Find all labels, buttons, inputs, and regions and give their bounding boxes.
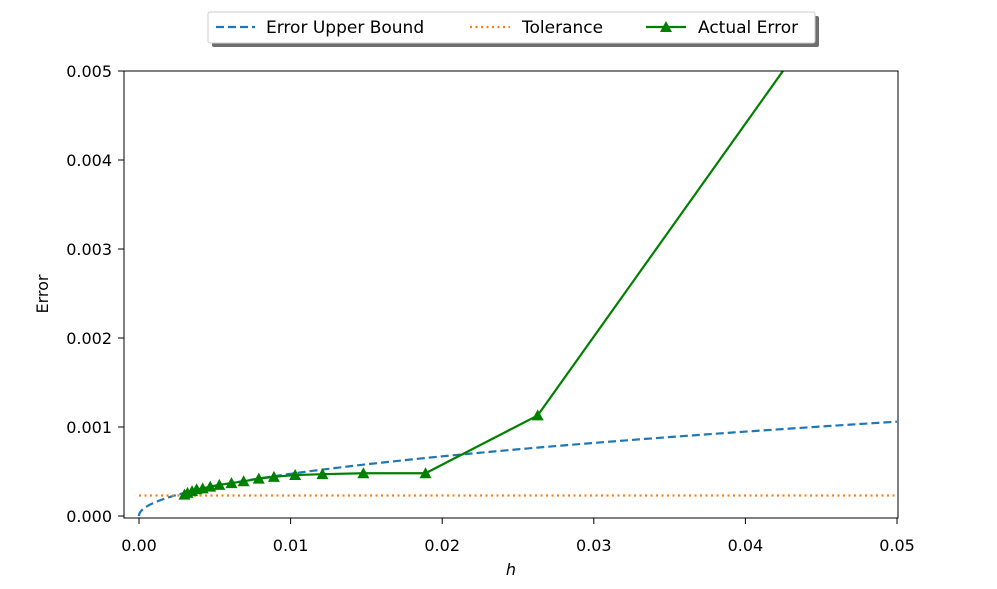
- series-layer: [137, 71, 898, 516]
- actual-error-point: [237, 475, 250, 487]
- plot-frame: [123, 70, 899, 519]
- x-tick-label: 0.03: [576, 536, 612, 555]
- x-tick-label: 0.02: [424, 536, 460, 555]
- x-tick-label: 0.00: [121, 536, 157, 555]
- actual-error-point: [267, 470, 280, 482]
- y-tick-label: 0.000: [66, 507, 112, 526]
- legend-label-tolerance: Tolerance: [521, 18, 603, 38]
- actual-error-point: [213, 478, 226, 490]
- actual-error-point: [252, 472, 265, 484]
- y-tick-label: 0.005: [66, 62, 112, 81]
- actual-error-point: [289, 469, 302, 481]
- actual-error-point: [531, 409, 544, 421]
- actual-error-point: [357, 467, 370, 479]
- actual-error-point: [204, 480, 217, 492]
- series-line-2: [183, 71, 785, 496]
- x-tick-label: 0.05: [879, 536, 915, 555]
- y-tick-label: 0.003: [66, 240, 112, 259]
- y-axis-label: Error: [33, 274, 52, 313]
- legend-marker-actual-error: [660, 21, 672, 32]
- x-tick-label: 0.04: [728, 536, 764, 555]
- y-tick-label: 0.002: [66, 329, 112, 348]
- x-tick-label: 0.01: [273, 536, 309, 555]
- x-axis-label: h: [506, 560, 516, 579]
- actual-error-point: [419, 467, 432, 479]
- actual-error-point: [225, 477, 238, 489]
- y-tick-label: 0.004: [66, 151, 112, 170]
- legend-label-upper-bound: Error Upper Bound: [266, 18, 424, 38]
- y-tick-label: 0.001: [66, 418, 112, 437]
- legend: Error Upper Bound Tolerance Actual Error: [207, 11, 819, 47]
- y-axis-ticks: 0.000 0.001 0.002 0.003 0.004 0.005: [66, 62, 124, 526]
- legend-label-actual-error: Actual Error: [698, 18, 798, 38]
- x-axis-ticks: 0.00 0.01 0.02 0.03 0.04 0.05: [121, 518, 915, 555]
- actual-error-point: [316, 468, 329, 480]
- legend-box: [207, 11, 816, 44]
- series-line-0: [137, 420, 898, 516]
